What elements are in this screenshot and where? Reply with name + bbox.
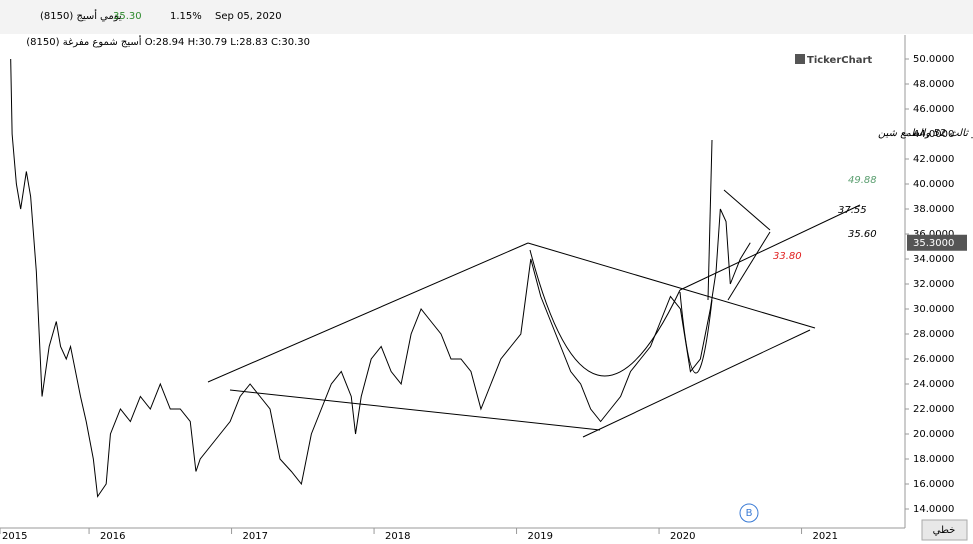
y-tick-label: 16.0000 <box>913 479 954 490</box>
x-tick-label: 2015 <box>2 531 27 542</box>
y-tick-label: 32.0000 <box>913 279 954 290</box>
last-price-label: 35.3000 <box>913 238 954 249</box>
y-tick-label: 50.0000 <box>913 54 954 65</box>
annotation: 35.60 <box>848 229 877 240</box>
drawings <box>207 139 861 438</box>
change: 1.15% <box>170 11 202 22</box>
marker: B <box>746 508 753 519</box>
header-bar <box>0 0 973 34</box>
x-tick-label: 2016 <box>100 531 125 542</box>
y-tick-label: 44.0000 <box>913 129 954 140</box>
brand: TickerChart <box>807 55 872 66</box>
y-tick-label: 24.0000 <box>913 379 954 390</box>
x-tick-label: 2021 <box>813 531 838 542</box>
y-tick-label: 48.0000 <box>913 79 954 90</box>
y-tick-label: 34.0000 <box>913 254 954 265</box>
mode-label: خطي <box>933 525 956 536</box>
y-tick-label: 26.0000 <box>913 354 954 365</box>
annotation: 37.55 <box>838 205 867 216</box>
annotation: هدف اول ماسه 43_ثاني 45_ ثالث 52 والطمع … <box>878 128 973 139</box>
x-tick-label: 2020 <box>670 531 695 542</box>
last-price-box <box>907 234 967 251</box>
y-tick-label: 20.0000 <box>913 429 954 440</box>
symbol: أسيج (8150) <box>40 9 97 22</box>
y-tick-label: 30.0000 <box>913 304 954 315</box>
y-tick-label: 40.0000 <box>913 179 954 190</box>
y-tick-label: 36.0000 <box>913 229 954 240</box>
y-tick-label: 42.0000 <box>913 154 954 165</box>
price[interactable]: 35.30 <box>113 11 142 22</box>
period: يومي <box>100 11 122 22</box>
marker-circle[interactable] <box>739 503 759 523</box>
mode-button[interactable] <box>921 519 968 541</box>
y-tick-label: 28.0000 <box>913 329 954 340</box>
y-tick-label: 14.0000 <box>913 504 954 515</box>
date: Sep 05, 2020 <box>215 11 282 22</box>
annotation: 33.80 <box>773 251 802 262</box>
y-tick-label: 22.0000 <box>913 404 954 415</box>
x-tick-label: 2017 <box>243 531 268 542</box>
x-tick-label: 2019 <box>528 531 553 542</box>
y-tick-label: 46.0000 <box>913 104 954 115</box>
x-tick-label: 2018 <box>385 531 410 542</box>
legend-text: أسيج شموع مفرغة (8150) O:28.94 H:30.79 L… <box>26 35 310 48</box>
y-tick-label: 38.0000 <box>913 204 954 215</box>
annotation: 49.88 <box>848 175 877 186</box>
logo-icon <box>795 54 805 64</box>
y-tick-label: 18.0000 <box>913 454 954 465</box>
price-line <box>10 58 751 498</box>
